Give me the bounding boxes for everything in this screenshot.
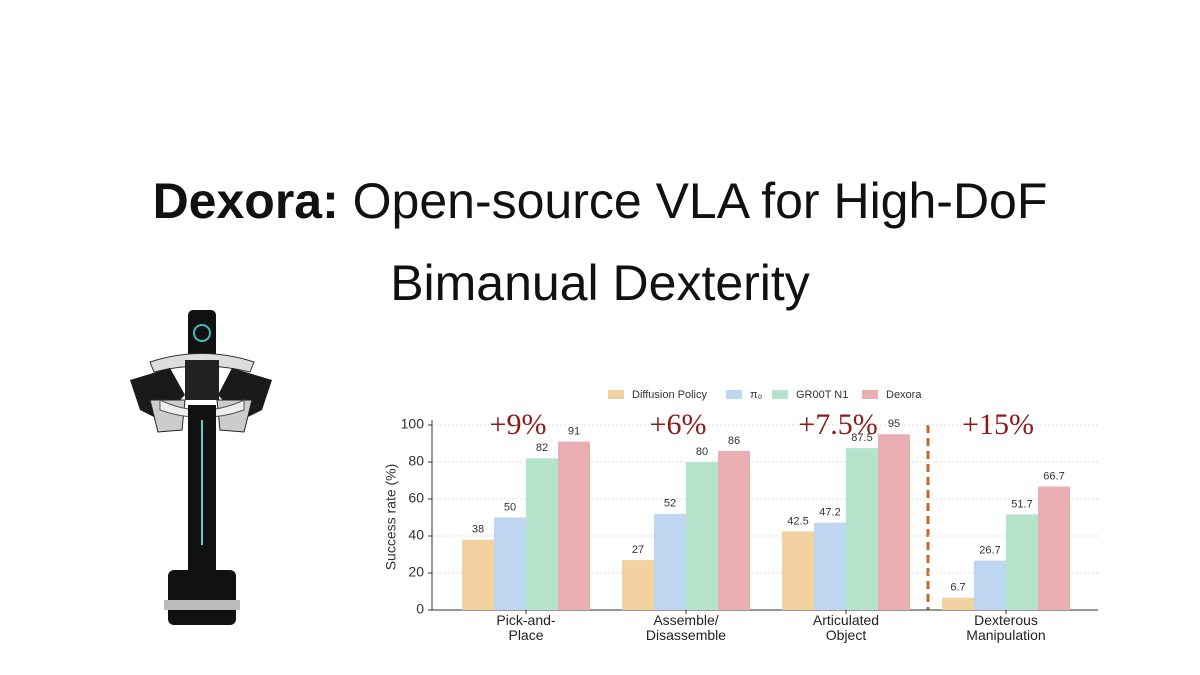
annotation: +9% [490, 408, 547, 441]
title-bold: Dexora: [152, 173, 339, 229]
legend-swatch [772, 390, 788, 399]
value-label: 86 [728, 435, 740, 447]
bar [846, 448, 878, 610]
value-label: 38 [472, 524, 484, 536]
bar [878, 434, 910, 610]
y-tick-label: 0 [416, 601, 424, 617]
value-label: 27 [632, 544, 644, 556]
bar [782, 531, 814, 610]
value-label: 82 [536, 442, 548, 454]
bar [654, 513, 686, 610]
bar [526, 458, 558, 610]
value-label: 6.7 [950, 582, 965, 594]
x-tick-label: Assemble/ Disassemble [645, 612, 727, 643]
value-label: 51.7 [1011, 498, 1032, 510]
slide-title: Dexora: Open-source VLA for High-DoF Bim… [70, 160, 1130, 324]
annotation: +7.5% [798, 408, 877, 441]
bar [558, 441, 590, 610]
value-label: 42.5 [787, 515, 808, 527]
bar [622, 560, 654, 610]
legend-label: π₀ [750, 389, 762, 401]
value-label: 26.7 [979, 545, 1000, 557]
legend-label: Diffusion Policy [632, 389, 707, 401]
value-label: 95 [888, 418, 900, 430]
bar [974, 560, 1006, 610]
y-tick-label: 100 [401, 416, 425, 432]
bar [718, 450, 750, 610]
x-tick-label: Dexterous Manipulation [966, 612, 1046, 643]
bar [814, 522, 846, 610]
legend-label: GR00T N1 [796, 389, 848, 401]
legend-label: Dexora [886, 389, 922, 401]
y-tick-label: 80 [408, 453, 424, 469]
legend-swatch [862, 390, 878, 399]
legend-swatch [726, 390, 742, 399]
value-label: 50 [504, 501, 516, 513]
bar [494, 517, 526, 610]
value-label: 52 [664, 498, 676, 510]
bar [686, 462, 718, 610]
robot-illustration [130, 310, 272, 625]
y-axis-label: Success rate (%) [383, 464, 399, 571]
legend-swatch [608, 390, 624, 399]
title-text: Open-source VLA for High-DoF Bimanual De… [352, 173, 1048, 311]
bar [462, 539, 494, 610]
value-label: 47.2 [819, 507, 840, 519]
y-tick-label: 20 [408, 564, 424, 580]
x-tick-label: Pick-and- Place [496, 612, 556, 643]
value-label: 91 [568, 426, 580, 438]
bar [1006, 514, 1038, 610]
annotation: +6% [650, 408, 707, 441]
value-label: 80 [696, 446, 708, 458]
annotation: +15% [962, 408, 1034, 441]
bar [942, 597, 974, 610]
x-tick-label: Articulated Object [812, 612, 880, 643]
value-label: 66.7 [1043, 471, 1064, 483]
y-tick-label: 60 [408, 490, 424, 506]
y-tick-label: 40 [408, 527, 424, 543]
bar [1038, 486, 1070, 610]
value-label: 87.5 [851, 432, 872, 444]
